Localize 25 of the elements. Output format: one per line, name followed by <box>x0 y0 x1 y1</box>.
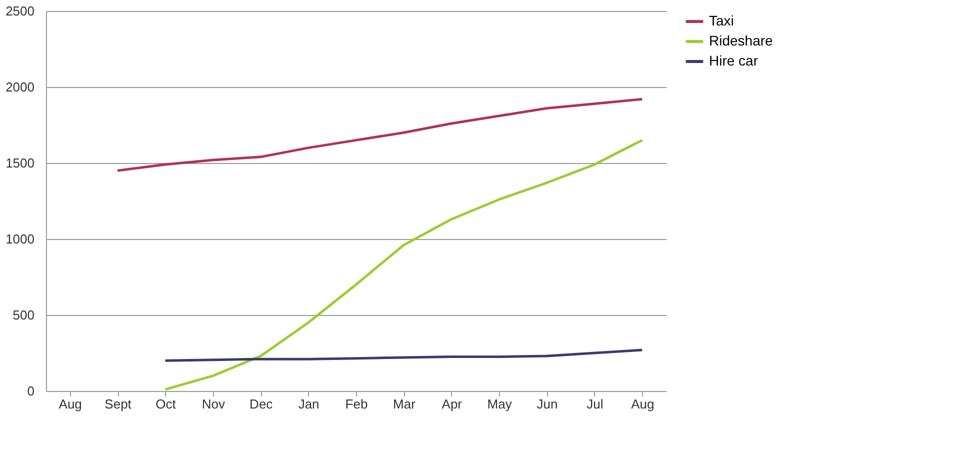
y-tick-label: 2500 <box>6 4 34 18</box>
x-tick-label: Nov <box>202 396 226 412</box>
x-tick-label: May <box>487 396 512 412</box>
legend-label: Hire car <box>709 52 758 68</box>
y-tick-label: 0 <box>27 384 34 398</box>
x-tick-label: Dec <box>250 396 274 412</box>
x-tick-label: Feb <box>345 396 368 412</box>
x-tick-label: Sept <box>104 396 132 412</box>
y-tick-label: 1000 <box>6 232 34 246</box>
x-tick-label: Jan <box>298 396 320 412</box>
x-tick-label: Mar <box>392 396 416 412</box>
legend-label: Rideshare <box>709 32 774 48</box>
y-tick-label: 2000 <box>6 80 34 94</box>
x-tick-label: Jul <box>586 396 604 412</box>
x-tick-label: Aug <box>58 396 82 412</box>
legend-label: Taxi <box>709 12 734 28</box>
x-tick-label: Apr <box>442 396 463 412</box>
x-tick-label: Jun <box>536 396 558 412</box>
x-tick-label: Oct <box>156 396 176 412</box>
line-series <box>116 98 644 172</box>
line-series <box>164 138 644 391</box>
y-tick-label: 500 <box>12 308 34 322</box>
y-tick-label: 1500 <box>6 156 34 170</box>
line-series <box>164 348 644 362</box>
x-tick-label: Aug <box>631 396 654 412</box>
